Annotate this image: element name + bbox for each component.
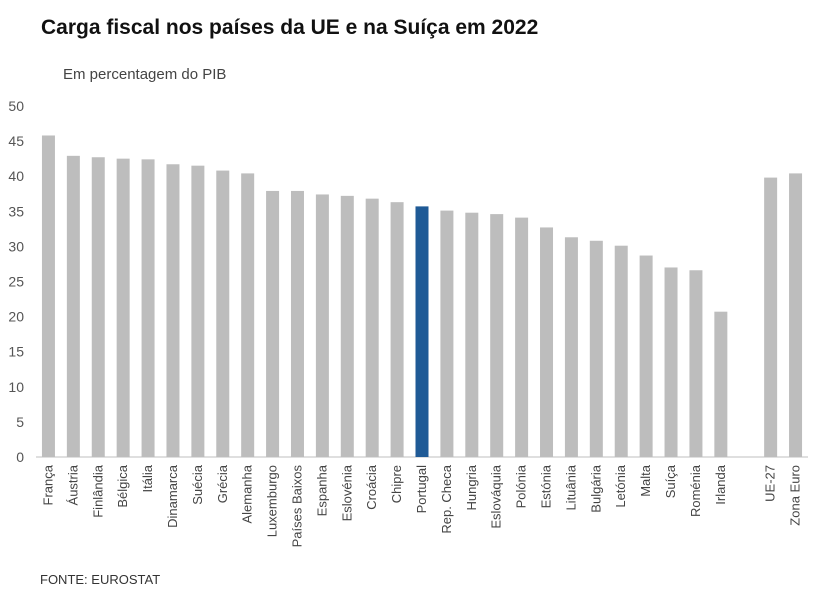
bar xyxy=(564,237,578,457)
chart-subtitle: Em percentagem do PIB xyxy=(63,66,227,83)
x-tick-label: Eslováquia xyxy=(489,464,504,528)
x-tick-label: Zona Euro xyxy=(788,465,803,526)
x-tick-label: Bélgica xyxy=(115,464,130,507)
y-tick-label: 30 xyxy=(8,238,24,254)
bar xyxy=(315,194,329,457)
x-tick-label: Finlândia xyxy=(90,464,105,518)
y-tick-label: 50 xyxy=(8,98,24,114)
x-tick-label: Hungria xyxy=(464,464,479,510)
bar xyxy=(490,214,504,457)
bar xyxy=(614,245,628,457)
x-tick-label: Malta xyxy=(638,464,653,497)
bar xyxy=(465,212,479,457)
x-tick-label: Países Baixos xyxy=(289,465,304,548)
chart-title: Carga fiscal nos países da UE e na Suíça… xyxy=(41,16,539,39)
x-tick-label: Croácia xyxy=(364,464,379,510)
x-tick-label: Roménia xyxy=(688,464,703,517)
x-tick-label: Polónia xyxy=(514,464,529,508)
bar-highlight xyxy=(415,206,429,457)
y-tick-label: 15 xyxy=(8,344,24,360)
bar xyxy=(91,157,105,457)
x-tick-label: Irlanda xyxy=(713,464,728,505)
bar xyxy=(340,195,354,457)
y-tick-label: 10 xyxy=(8,379,24,395)
bar xyxy=(241,173,255,457)
source-note: FONTE: EUROSTAT xyxy=(40,572,161,587)
bar xyxy=(191,165,205,458)
bar xyxy=(66,155,80,458)
x-tick-label: Áustria xyxy=(65,464,80,505)
bar xyxy=(216,170,230,458)
x-tick-label: Alemanha xyxy=(240,464,255,523)
y-tick-label: 0 xyxy=(16,449,24,465)
bar xyxy=(540,227,554,457)
x-tick-label: Rep. Checa xyxy=(439,464,454,533)
y-tick-label: 5 xyxy=(16,414,24,430)
y-tick-label: 45 xyxy=(8,133,24,149)
x-tick-label: Bulgária xyxy=(588,464,603,512)
bar xyxy=(714,311,728,457)
x-tick-label: Luxemburgo xyxy=(265,465,280,537)
x-tick-label: Itália xyxy=(140,464,155,492)
bar xyxy=(639,255,653,457)
y-tick-label: 35 xyxy=(8,203,24,219)
bar xyxy=(589,240,603,457)
x-tick-label: Eslovénia xyxy=(339,464,354,521)
bar xyxy=(266,190,280,457)
x-tick-label: Grécia xyxy=(215,464,230,503)
y-tick-label: 40 xyxy=(8,168,24,184)
bar xyxy=(689,270,703,457)
y-tick-label: 20 xyxy=(8,309,24,325)
x-tick-label: Chipre xyxy=(389,465,404,503)
x-tick-label: UE-27 xyxy=(763,465,778,502)
bar xyxy=(789,173,803,457)
bar xyxy=(166,164,180,458)
y-tick-label: 25 xyxy=(8,274,24,290)
x-tick-label: Dinamarca xyxy=(165,464,180,528)
x-tick-label: França xyxy=(40,464,55,505)
bar xyxy=(390,202,404,457)
bar xyxy=(141,159,155,458)
x-tick-label: Lituânia xyxy=(563,464,578,510)
bar xyxy=(365,198,379,457)
x-tick-label: Espanha xyxy=(314,464,329,516)
bar xyxy=(116,158,130,457)
x-tick-label: Suíça xyxy=(663,464,678,498)
bar xyxy=(440,210,454,457)
bar xyxy=(290,190,304,457)
x-tick-label: Estónia xyxy=(539,464,554,508)
bar xyxy=(664,267,678,457)
bar xyxy=(41,135,55,457)
x-tick-label: Suécia xyxy=(190,464,205,505)
bar xyxy=(764,177,778,457)
bar xyxy=(515,217,529,457)
x-tick-label: Portugal xyxy=(414,465,429,514)
x-tick-label: Letónia xyxy=(613,464,628,507)
